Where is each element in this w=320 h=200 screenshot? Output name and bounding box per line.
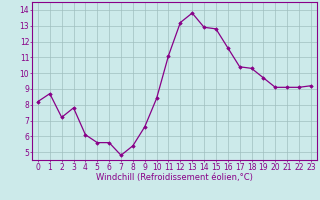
X-axis label: Windchill (Refroidissement éolien,°C): Windchill (Refroidissement éolien,°C): [96, 173, 253, 182]
